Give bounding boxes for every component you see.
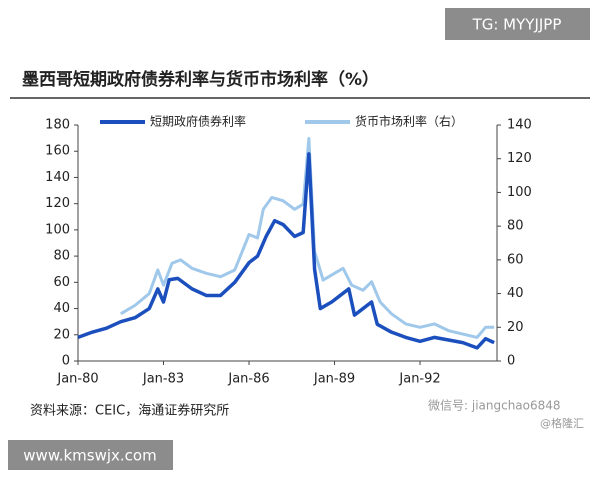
y-tick-label: 120 (45, 196, 70, 211)
y-tick-label: 80 (53, 249, 70, 264)
watermark: TG: MYYJJPP (472, 16, 562, 34)
x-tick-label: Jan-92 (398, 372, 440, 387)
y-tick-label: 40 (53, 301, 70, 316)
y2-tick-label: 60 (507, 252, 524, 267)
y2-tick-label: 80 (507, 219, 524, 234)
y-tick-label: 100 (45, 222, 70, 237)
legend-label: 短期政府债券利率 (150, 114, 246, 129)
y2-tick-label: 0 (507, 354, 515, 369)
x-tick-label: Jan-83 (142, 372, 184, 387)
watermark: www.kmswjx.com (23, 447, 156, 465)
x-tick-label: Jan-80 (56, 372, 98, 387)
y-tick-label: 140 (45, 170, 70, 185)
watermark: @格隆汇 (540, 416, 584, 430)
y-tick-label: 180 (45, 118, 70, 133)
y-tick-label: 0 (62, 354, 70, 369)
y-tick-label: 60 (53, 275, 70, 290)
y-tick-label: 20 (53, 327, 70, 342)
banner (445, 8, 590, 40)
y2-tick-label: 100 (507, 185, 532, 200)
banner (8, 440, 173, 470)
y2-tick-label: 40 (507, 286, 524, 301)
watermark: 微信号: jiangchao6848 (428, 399, 561, 413)
series-line (77, 152, 495, 350)
chart-title: 墨西哥短期政府债券利率与货币市场利率（%） (22, 69, 379, 90)
x-tick-label: Jan-86 (227, 372, 269, 387)
y2-tick-label: 120 (507, 151, 532, 166)
source: 资料来源：CEIC，海通证券研究所 (30, 403, 229, 419)
y-tick-label: 160 (45, 144, 70, 159)
legend-label: 货币市场利率（右） (355, 114, 463, 129)
x-tick-label: Jan-89 (313, 372, 355, 387)
y2-tick-label: 20 (507, 320, 524, 335)
y2-tick-label: 140 (507, 118, 532, 133)
